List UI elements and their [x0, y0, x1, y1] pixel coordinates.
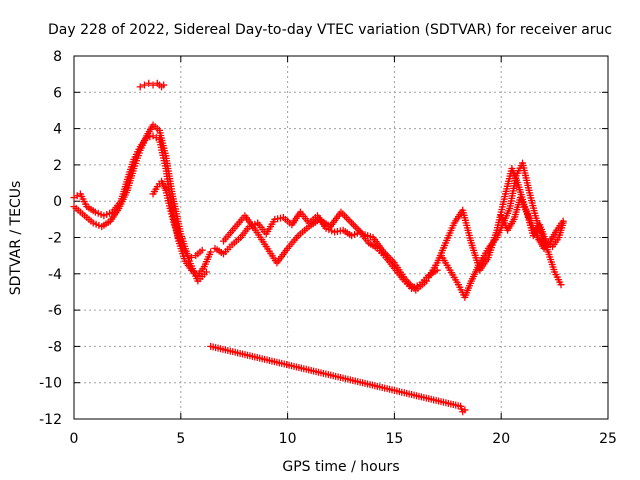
x-tick-label: 25	[599, 431, 617, 447]
data-point	[187, 253, 195, 261]
y-tick-label: 6	[53, 85, 62, 101]
data-point	[202, 268, 210, 276]
y-tick-label: -2	[48, 231, 62, 247]
series-group	[70, 121, 210, 285]
gridlines	[74, 56, 608, 419]
data-point	[461, 406, 469, 414]
series-group	[437, 159, 565, 301]
series-group	[211, 208, 441, 292]
data-point	[198, 246, 206, 254]
chart-title: Day 228 of 2022, Sidereal Day-to-day VTE…	[48, 22, 612, 38]
series-group	[207, 342, 469, 416]
data-point	[140, 81, 148, 89]
data-point	[422, 277, 430, 285]
y-tick-label: -12	[39, 412, 62, 428]
y-tick-label: -4	[48, 267, 62, 283]
data-point	[207, 248, 215, 256]
y-tick-label: 0	[53, 194, 62, 210]
x-tick-labels: 0 5 10 15 20 25	[70, 431, 617, 447]
x-tick-label: 10	[279, 431, 297, 447]
y-tick-label: 2	[53, 158, 62, 174]
x-tick-label: 0	[70, 431, 79, 447]
axis-ticks	[73, 55, 609, 420]
y-tick-label: -6	[48, 303, 62, 319]
data-point	[136, 83, 144, 91]
data-point	[183, 252, 191, 260]
y-tick-labels: -12 -10 -8 -6 -4 -2 0 2 4 6 8	[39, 49, 62, 428]
data-points	[70, 79, 567, 416]
x-tick-label: 20	[492, 431, 510, 447]
y-tick-label: -8	[48, 339, 62, 355]
series-group	[497, 194, 567, 251]
y-tick-label: 8	[53, 49, 62, 65]
data-point	[145, 79, 153, 87]
data-point	[557, 281, 565, 289]
x-tick-label: 15	[385, 431, 403, 447]
y-tick-label: -10	[39, 376, 62, 392]
data-point	[160, 81, 168, 89]
x-axis-label: GPS time / hours	[282, 459, 399, 475]
data-point	[559, 219, 567, 227]
data-point	[149, 81, 157, 89]
series-group	[136, 79, 168, 91]
y-tick-label: 4	[53, 122, 62, 138]
series-group	[220, 208, 430, 294]
y-axis-label: SDTVAR / TECUs	[8, 181, 24, 296]
series-group	[149, 177, 206, 261]
x-tick-label: 5	[176, 431, 185, 447]
